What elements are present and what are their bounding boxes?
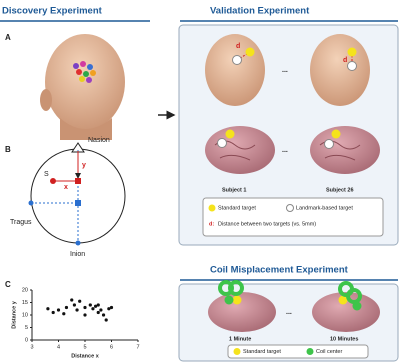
- brain-illustration: [208, 280, 380, 332]
- panel-label: A: [5, 33, 11, 42]
- scatter-point: [101, 313, 106, 317]
- scatter-point: [104, 318, 108, 322]
- scatter-point: [46, 307, 50, 311]
- scatter-plot: 3 4 5 6 7 0 5 10 15 20 Distance x Distance y: [11, 287, 139, 359]
- y-tick-label: 15: [22, 300, 28, 306]
- y-axis-label: Distance y: [11, 300, 17, 328]
- legend-label: Distance between two targets (vs. 5mm): [218, 221, 316, 227]
- scatter-point: [109, 305, 114, 310]
- landmark-label: Inion: [70, 251, 85, 258]
- axis-letter: y: [82, 162, 86, 169]
- time-label: 10 Minutes: [330, 336, 358, 342]
- legend-label: Coil center: [316, 349, 342, 355]
- head-diagram: [28, 142, 126, 246]
- legend-box: [202, 197, 384, 237]
- legend-swatch: [286, 204, 294, 212]
- x-tick-label: 7: [136, 344, 139, 350]
- scatter-point: [83, 313, 87, 317]
- distance-symbol: d: [343, 57, 347, 64]
- panel-title: Coil Misplacement Experiment: [210, 265, 349, 276]
- scatter-point: [94, 304, 98, 308]
- panel-title: Validation Experiment: [210, 6, 310, 17]
- brain-illustration: [205, 126, 380, 174]
- legend-swatch: [306, 348, 314, 355]
- subject-label: Subject 26: [326, 187, 354, 193]
- scatter-point: [78, 299, 82, 303]
- scatter-point: [107, 307, 111, 311]
- scatter-point: [51, 310, 55, 315]
- time-label: 1 Minute: [229, 336, 251, 342]
- y-tick-label: 20: [22, 287, 28, 293]
- x-axis-label: Distance x: [71, 353, 99, 359]
- panel-label: C: [5, 280, 11, 289]
- panel-label: B: [5, 145, 11, 154]
- x-tick-label: 3: [30, 344, 33, 350]
- ellipsis: ...: [286, 309, 292, 316]
- legend-label: Standard target: [243, 349, 281, 355]
- head-illustration: [40, 34, 125, 140]
- legend-symbol: d:: [209, 221, 214, 227]
- scatter-point: [62, 312, 66, 316]
- y-tick-label: 0: [25, 337, 28, 343]
- landmark-label: Tragus: [10, 219, 32, 226]
- scatter-point: [64, 305, 69, 310]
- scatter-point: [75, 308, 79, 312]
- legend-swatch: [208, 204, 216, 212]
- point-label: S: [44, 171, 49, 178]
- scatter-point: [91, 307, 95, 311]
- y-tick-label: 5: [25, 325, 28, 331]
- scatter-point: [88, 303, 92, 307]
- x-tick-label: 5: [83, 344, 86, 350]
- scatter-point: [83, 305, 87, 310]
- head-illustration: [205, 34, 370, 106]
- axis-letter: x: [64, 184, 68, 191]
- ellipsis: ...: [282, 67, 288, 74]
- scatter-point: [56, 308, 61, 312]
- scatter-point: [72, 303, 76, 307]
- legend-label: Landmark-based target: [296, 205, 353, 211]
- scatter-point: [99, 308, 103, 312]
- legend-swatch: [233, 348, 241, 355]
- legend-label: Standard target: [218, 205, 256, 211]
- panel-title: Discovery Experiment: [2, 6, 103, 17]
- landmark-label: Nasion: [88, 137, 110, 144]
- scatter-point: [96, 303, 100, 307]
- x-tick-label: 4: [57, 344, 60, 350]
- y-tick-label: 10: [22, 312, 28, 318]
- x-tick-label: 6: [110, 344, 113, 350]
- legend-box: [227, 344, 369, 359]
- subject-label: Subject 1: [222, 187, 246, 193]
- scatter-point: [70, 298, 74, 302]
- scatter-point: [96, 310, 100, 315]
- distance-symbol: d: [236, 43, 240, 50]
- ellipsis: ...: [282, 147, 288, 154]
